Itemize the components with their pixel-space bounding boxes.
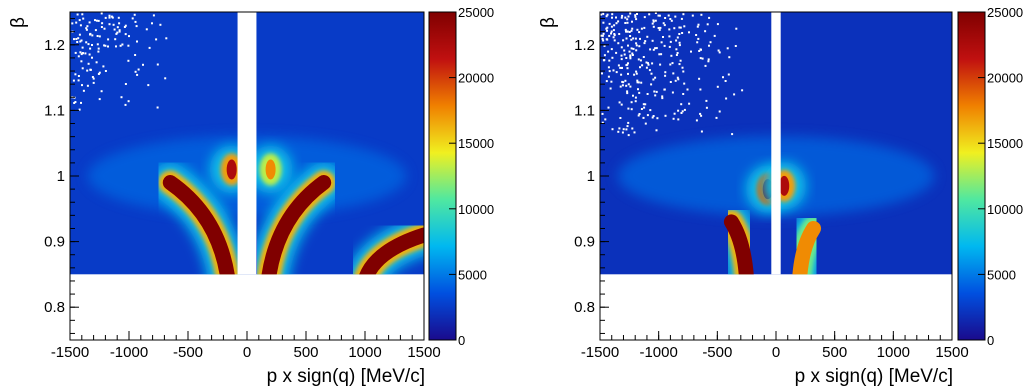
y-tick-label: 1.1	[44, 102, 65, 119]
x-tick-label: 0	[772, 344, 780, 361]
y-tick-label: 1.2	[574, 37, 595, 54]
y-axis-label: β	[538, 17, 559, 28]
y-axis-label: β	[8, 17, 29, 28]
colorbar-tick-label: 5000	[458, 267, 487, 282]
band-pion	[248, 145, 293, 194]
y-axis: 0.8 0.9 1 1.1 1.2 β	[8, 17, 79, 334]
colorbar-tick-label: 15000	[987, 136, 1023, 151]
empty-bins	[71, 12, 168, 111]
colorbar-tick-label: 25000	[987, 5, 1023, 20]
colorbar-tick-label: 10000	[458, 202, 494, 217]
x-tick-label: 500	[293, 344, 318, 361]
colorbar-tick-label: 0	[458, 333, 465, 348]
y-tick-label: 1.2	[44, 37, 65, 54]
colorbar: 0 5000 10000 15000 20000 25000	[428, 5, 494, 348]
x-tick-label: 1000	[877, 344, 910, 361]
x-tick-label: 500	[822, 344, 847, 361]
x-axis: -1500 -1000 -500 0 500 1000 1500 p x sign(q) [M…	[581, 331, 969, 387]
y-tick-label: 0.8	[44, 299, 65, 316]
x-axis-label: p x sign(q) [MeV/c]	[795, 366, 953, 387]
x-tick-label: -1500	[51, 344, 89, 361]
x-tick-label: 0	[243, 344, 251, 361]
x-tick-label: -1000	[110, 344, 148, 361]
colorbar-tick-label: 5000	[987, 267, 1016, 282]
band-pion	[762, 161, 807, 210]
empty-bins	[600, 12, 744, 137]
colorbar-tick-label: 20000	[987, 71, 1023, 86]
colorbar: 0 5000 10000 15000 20000 25000	[957, 5, 1023, 348]
band-proton	[150, 162, 248, 275]
x-tick-label: -500	[173, 344, 203, 361]
x-tick-label: -1000	[639, 344, 677, 361]
y-axis: 0.8 0.9 1 1.1 1.2 β	[538, 17, 609, 334]
y-tick-label: 0.9	[574, 234, 595, 251]
y-tick-label: 0.8	[574, 299, 595, 316]
colorbar-gradient	[428, 11, 457, 341]
band-proton	[779, 208, 834, 275]
colorbar-gradient	[957, 11, 986, 341]
colorbar-tick-label: 25000	[458, 5, 494, 20]
x-tick-label: -1500	[581, 344, 619, 361]
colorbar-tick-label: 20000	[458, 71, 494, 86]
x-tick-label: 1500	[407, 344, 440, 361]
band-proton	[711, 201, 767, 275]
band-proton	[248, 162, 344, 275]
panel-right: -1500 -1000 -500 0 500 1000 1500 p x sign(q) [M…	[538, 5, 1023, 387]
y-tick-label: 1.1	[574, 102, 595, 119]
y-tick-label: 1	[587, 168, 595, 185]
x-tick-label: 1500	[935, 344, 968, 361]
y-tick-label: 0.9	[44, 234, 65, 251]
x-axis-label: p x sign(q) [MeV/c]	[267, 366, 425, 387]
x-tick-label: 1000	[348, 344, 381, 361]
x-tick-label: -500	[702, 344, 732, 361]
colorbar-tick-label: 15000	[458, 136, 494, 151]
heatmap-area	[70, 12, 424, 275]
center-gap	[237, 12, 257, 275]
heatmap-area	[600, 12, 952, 275]
colorbar-tick-label: 0	[987, 333, 994, 348]
panel-left: -1500 -1000 -500 0 500 1000 1500 p x sign(q) [M…	[8, 5, 494, 387]
band-heavy	[346, 215, 424, 275]
y-tick-label: 1	[57, 168, 65, 185]
colorbar-tick-label: 10000	[987, 202, 1023, 217]
center-gap	[771, 12, 781, 275]
x-axis: -1500 -1000 -500 0 500 1000 1500 p x sign(q) [M…	[51, 331, 441, 387]
